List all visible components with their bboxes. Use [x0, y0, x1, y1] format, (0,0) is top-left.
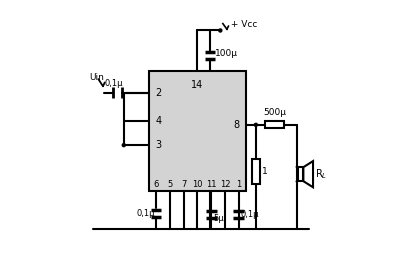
Text: 3: 3 — [156, 140, 162, 150]
Text: + Vcc: + Vcc — [228, 20, 258, 29]
Circle shape — [219, 29, 222, 32]
Text: 11: 11 — [206, 180, 216, 189]
Text: Uin: Uin — [90, 73, 104, 82]
Text: 7: 7 — [181, 180, 186, 189]
Text: R$_L$: R$_L$ — [315, 167, 327, 181]
Text: 5μ: 5μ — [213, 214, 224, 223]
Text: 100μ: 100μ — [215, 49, 238, 58]
Text: 0,1μ: 0,1μ — [241, 210, 259, 219]
Text: 8: 8 — [233, 120, 239, 130]
Text: 1: 1 — [262, 167, 267, 176]
Bar — [252, 159, 260, 184]
Text: 500μ: 500μ — [264, 108, 286, 117]
Text: 14: 14 — [191, 81, 204, 90]
Text: 12: 12 — [220, 180, 230, 189]
Text: 6: 6 — [154, 180, 159, 189]
Text: 1: 1 — [236, 180, 242, 189]
Text: 0,1μ: 0,1μ — [105, 79, 123, 88]
Text: 4: 4 — [156, 116, 162, 126]
Circle shape — [122, 144, 125, 147]
Text: 0,1μ: 0,1μ — [136, 209, 155, 218]
Bar — [298, 167, 303, 181]
Polygon shape — [303, 161, 313, 187]
Text: 2: 2 — [156, 88, 162, 98]
Bar — [149, 71, 246, 190]
Text: 10: 10 — [192, 180, 203, 189]
Text: 5: 5 — [167, 180, 172, 189]
Circle shape — [254, 123, 258, 126]
Bar — [266, 121, 284, 129]
